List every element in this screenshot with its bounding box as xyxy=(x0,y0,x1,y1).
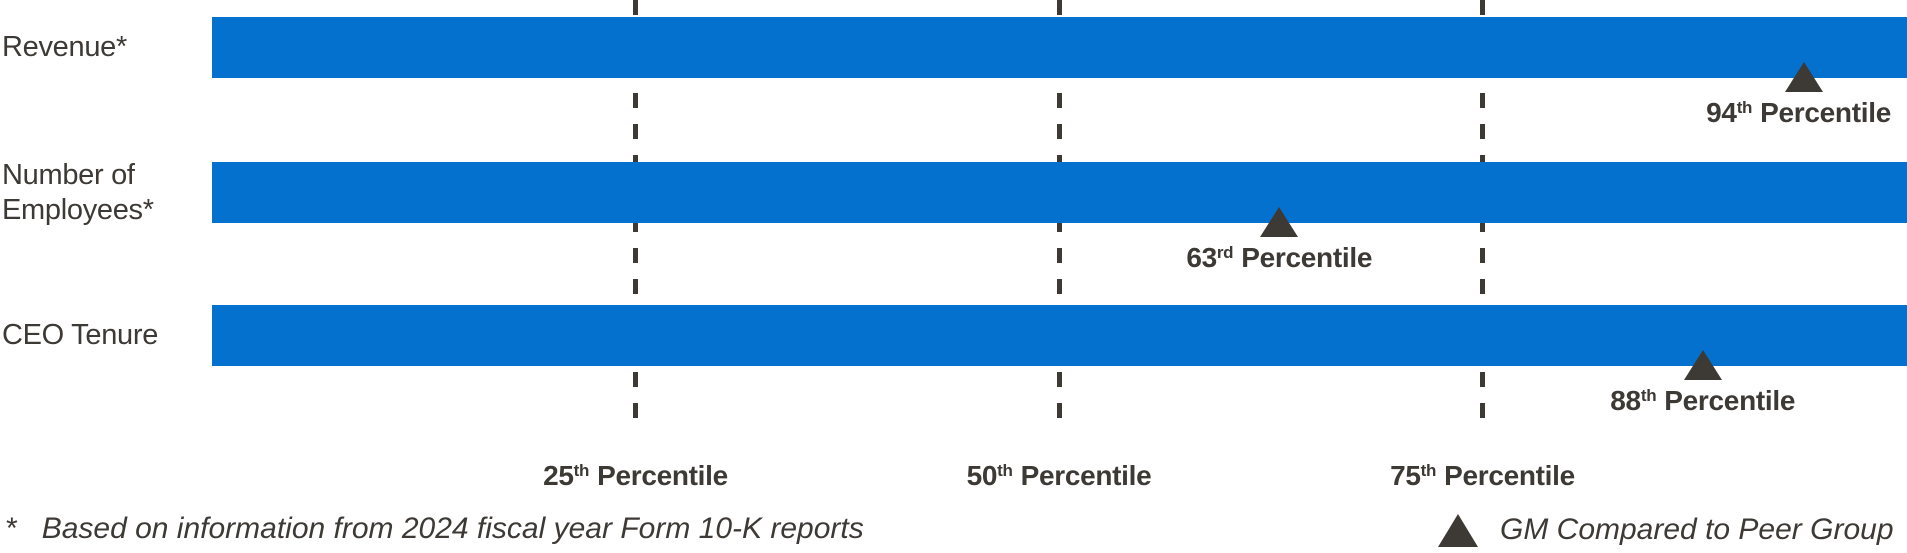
percentile-word: Percentile xyxy=(1020,460,1152,491)
row-label-line: Revenue* xyxy=(2,31,127,63)
legend-label: GM Compared to Peer Group xyxy=(1500,513,1894,546)
percentile-number: 50 xyxy=(966,460,998,491)
ordinal-suffix: th xyxy=(1736,98,1753,117)
percentile-number: 88 xyxy=(1610,385,1641,416)
percentile-word: Percentile xyxy=(1241,242,1373,273)
ordinal-suffix: th xyxy=(1640,386,1657,405)
row-label-revenue: Revenue* xyxy=(2,17,207,78)
bar-ceo-tenure xyxy=(212,305,1907,366)
row-label-line: Employees* xyxy=(2,193,154,226)
ordinal-suffix: th xyxy=(573,461,590,480)
marker-label-94th-percentile: 94th Percentile xyxy=(1706,97,1891,129)
legend-triangle-icon xyxy=(1438,514,1478,547)
marker-label-88th-percentile: 88th Percentile xyxy=(1610,385,1795,417)
percentile-word: Percentile xyxy=(1664,385,1796,416)
row-label-line: CEO Tenure xyxy=(2,319,159,351)
triangle-marker-icon-revenue xyxy=(1785,62,1824,92)
footnote: * Based on information from 2024 fiscal … xyxy=(6,512,864,546)
triangle-marker-icon-employees xyxy=(1260,207,1299,237)
percentile-word: Percentile xyxy=(1760,97,1891,128)
bar-revenue xyxy=(212,17,1907,78)
percentile-number: 75 xyxy=(1390,460,1421,491)
percentile-number: 94 xyxy=(1706,97,1737,128)
row-label-ceo-tenure: CEO Tenure xyxy=(2,305,207,366)
footnote-asterisk: * xyxy=(6,512,18,545)
percentile-number: 25 xyxy=(543,460,574,491)
ordinal-suffix: th xyxy=(997,461,1013,480)
bar-number-of-employees xyxy=(212,162,1907,223)
percentile-number: 63 xyxy=(1186,242,1217,273)
marker-label-63rd-percentile: 63rd Percentile xyxy=(1186,242,1372,274)
triangle-marker-icon-ceo-tenure xyxy=(1683,350,1722,380)
footnote-text: Based on information from 2024 fiscal ye… xyxy=(41,512,864,545)
row-label-line: Number of xyxy=(2,158,135,191)
row-label-number-of-employees: Number of Employees* xyxy=(2,159,207,226)
percentile-word: Percentile xyxy=(597,460,728,491)
ordinal-suffix: th xyxy=(1420,461,1437,480)
axis-tick-50th-percentile: 50th Percentile xyxy=(967,460,1152,492)
ordinal-suffix: rd xyxy=(1216,243,1234,262)
axis-tick-75th-percentile: 75th Percentile xyxy=(1390,460,1575,492)
axis-tick-25th-percentile: 25th Percentile xyxy=(543,460,728,492)
percentile-word: Percentile xyxy=(1444,460,1575,491)
